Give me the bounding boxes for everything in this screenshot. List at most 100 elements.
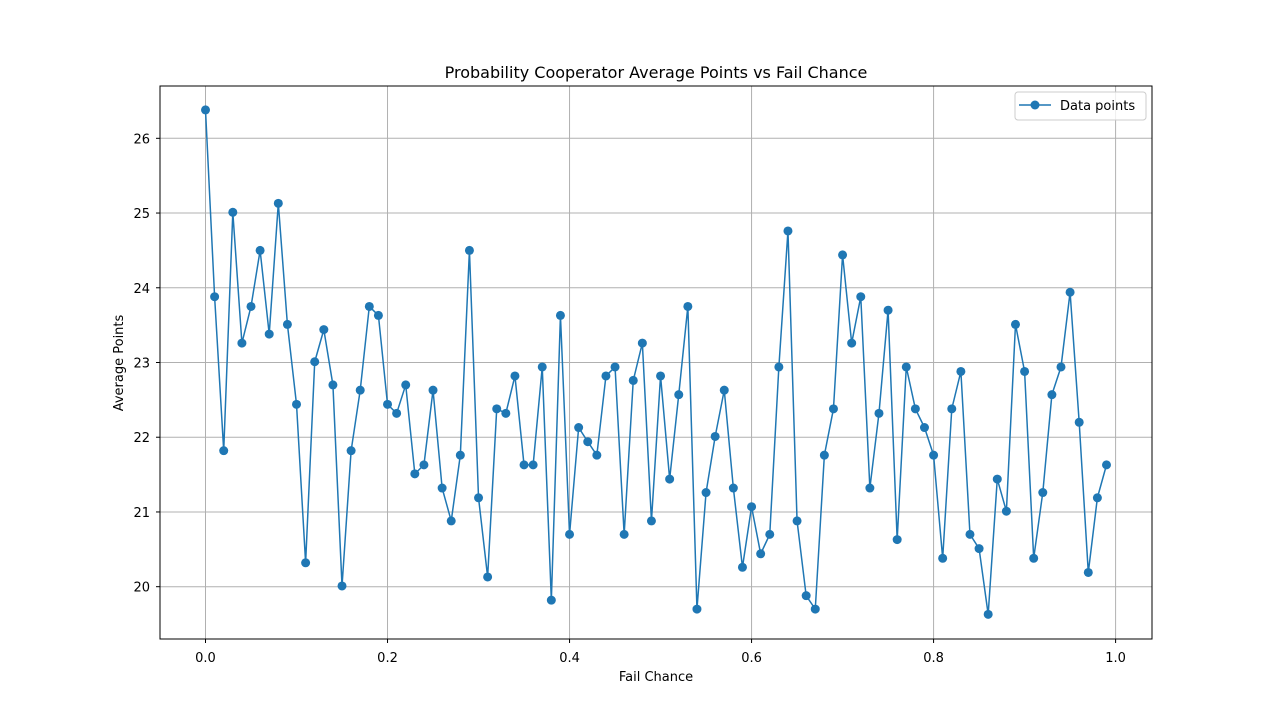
y-tick-label: 23	[133, 357, 150, 372]
data-point	[892, 535, 902, 545]
y-tick-label: 20	[133, 581, 150, 596]
x-tick-label: 0.8	[923, 651, 944, 666]
data-point	[865, 483, 875, 493]
data-point	[728, 483, 738, 493]
data-point	[537, 362, 547, 372]
data-point	[801, 591, 811, 601]
x-axis-label: Fail Chance	[619, 670, 693, 685]
data-point	[656, 371, 666, 381]
series-line	[204, 109, 1108, 616]
legend: Data points	[1014, 91, 1147, 121]
data-point	[401, 380, 411, 390]
data-point	[510, 371, 520, 381]
data-point	[747, 502, 757, 512]
data-point	[838, 250, 848, 260]
data-point	[938, 553, 948, 563]
data-point	[646, 516, 656, 526]
series-group	[201, 105, 1111, 619]
data-point	[210, 292, 220, 302]
data-point	[255, 245, 265, 255]
data-point	[1092, 493, 1102, 503]
data-point	[601, 371, 611, 381]
data-point	[901, 362, 911, 372]
data-point	[619, 529, 629, 539]
x-tick-label: 0.2	[377, 651, 398, 666]
data-point	[947, 404, 957, 414]
x-axis-ticks: 0.0 0.2 0.4 0.6 0.8 1.0	[195, 639, 1126, 666]
data-point	[1056, 362, 1066, 372]
data-point	[828, 404, 838, 414]
data-point	[810, 604, 820, 614]
data-point	[701, 488, 711, 498]
data-point	[392, 408, 402, 418]
legend-frame	[1014, 91, 1147, 121]
data-point	[282, 319, 292, 329]
data-point	[1038, 488, 1048, 498]
data-point	[546, 595, 556, 605]
data-point	[301, 558, 311, 568]
data-point	[756, 549, 766, 559]
data-point	[237, 338, 247, 348]
legend-marker-swatch	[1030, 100, 1040, 110]
data-point	[583, 437, 593, 447]
chart-title: Probability Cooperator Average Points vs…	[445, 63, 868, 82]
y-tick-label: 21	[133, 506, 150, 521]
data-point	[219, 446, 229, 456]
data-point	[310, 357, 320, 367]
data-point	[919, 423, 929, 433]
data-point	[228, 207, 238, 217]
data-point	[565, 529, 575, 539]
y-axis-label: Average Points	[112, 314, 127, 411]
x-tick-label: 1.0	[1105, 651, 1126, 666]
data-point	[1083, 567, 1093, 577]
data-point	[483, 572, 493, 582]
data-point	[373, 310, 383, 320]
data-point	[346, 446, 356, 456]
data-point	[1010, 319, 1020, 329]
data-point	[929, 450, 939, 460]
data-point	[1020, 366, 1030, 376]
data-point	[455, 450, 465, 460]
data-point	[974, 544, 984, 554]
data-point	[574, 423, 584, 433]
data-point	[883, 305, 893, 315]
data-point	[1029, 553, 1039, 563]
data-point	[592, 450, 602, 460]
data-point	[719, 385, 729, 395]
data-point	[501, 408, 511, 418]
data-point	[419, 460, 429, 470]
data-point	[319, 325, 329, 335]
data-point	[437, 483, 447, 493]
data-point	[1001, 506, 1011, 516]
grid	[160, 86, 1152, 639]
data-point	[874, 408, 884, 418]
data-point	[965, 529, 975, 539]
data-point	[492, 404, 502, 414]
data-point	[528, 460, 538, 470]
data-point	[683, 301, 693, 311]
y-tick-label: 24	[133, 282, 150, 297]
data-point	[555, 310, 565, 320]
y-tick-label: 25	[133, 207, 150, 222]
data-point	[692, 604, 702, 614]
data-point	[273, 198, 283, 208]
data-point	[337, 581, 347, 591]
data-point	[792, 516, 802, 526]
data-point	[364, 301, 374, 311]
data-point	[983, 609, 993, 619]
data-point	[910, 404, 920, 414]
data-point	[665, 474, 675, 484]
data-point	[246, 301, 256, 311]
y-axis-ticks: 20 21 22 23 24 25 26	[133, 132, 160, 596]
data-point	[1101, 460, 1111, 470]
data-point	[1065, 287, 1075, 297]
y-tick-label: 22	[133, 431, 150, 446]
data-point	[446, 516, 456, 526]
data-point	[637, 338, 647, 348]
data-point	[428, 385, 438, 395]
data-point	[1074, 417, 1084, 427]
data-point	[328, 380, 338, 390]
data-point	[674, 390, 684, 400]
legend-label: Data points	[1060, 99, 1135, 114]
